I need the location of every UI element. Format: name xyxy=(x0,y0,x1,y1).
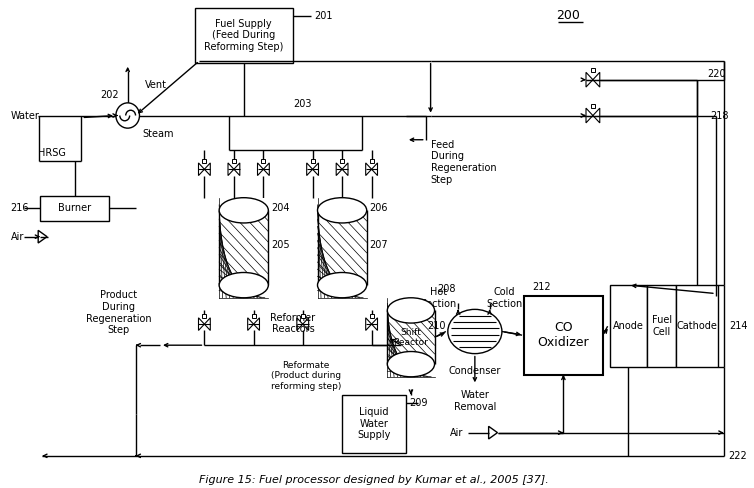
Ellipse shape xyxy=(448,309,502,354)
Text: Steam: Steam xyxy=(143,129,174,139)
Bar xyxy=(609,285,647,367)
Bar xyxy=(219,210,268,285)
Text: Water: Water xyxy=(11,110,39,121)
Bar xyxy=(219,198,268,298)
Text: 209: 209 xyxy=(409,398,428,408)
Text: Air: Air xyxy=(11,232,24,242)
Text: Fuel
Cell: Fuel Cell xyxy=(651,315,672,337)
Bar xyxy=(262,159,265,163)
Bar xyxy=(202,314,207,318)
Ellipse shape xyxy=(388,298,434,323)
Ellipse shape xyxy=(317,272,366,298)
Text: Anode: Anode xyxy=(613,321,644,331)
Bar xyxy=(591,68,595,72)
Text: Shift
Reactor: Shift Reactor xyxy=(394,327,428,347)
Text: 205: 205 xyxy=(271,240,290,250)
Text: Hot
Section: Hot Section xyxy=(420,287,457,309)
Text: 201: 201 xyxy=(314,12,333,21)
Text: Water
Removal: Water Removal xyxy=(454,390,496,412)
Bar xyxy=(40,196,109,221)
Bar xyxy=(388,298,434,377)
Bar xyxy=(202,159,207,163)
Text: Reformate
(Product during
reforming step): Reformate (Product during reforming step… xyxy=(271,361,341,391)
Text: 203: 203 xyxy=(293,99,312,109)
Text: Burner: Burner xyxy=(58,203,91,213)
Text: Cold
Section: Cold Section xyxy=(486,287,523,309)
Bar xyxy=(342,395,406,453)
Bar xyxy=(301,314,305,318)
Text: Reformer
Reactors: Reformer Reactors xyxy=(271,312,315,334)
Text: Condenser: Condenser xyxy=(449,366,501,376)
Ellipse shape xyxy=(317,198,366,223)
Bar xyxy=(232,159,236,163)
Text: 206: 206 xyxy=(369,203,388,213)
Circle shape xyxy=(116,103,139,128)
Text: Liquid
Water
Supply: Liquid Water Supply xyxy=(357,407,391,440)
Ellipse shape xyxy=(219,272,268,298)
Text: CO
Oxidizer: CO Oxidizer xyxy=(538,321,589,349)
Text: Air: Air xyxy=(450,427,464,438)
Text: 212: 212 xyxy=(532,282,550,292)
Text: Fuel Supply
(Feed During
Reforming Step): Fuel Supply (Feed During Reforming Step) xyxy=(204,19,284,52)
Bar xyxy=(340,159,344,163)
Text: 204: 204 xyxy=(271,203,290,213)
Ellipse shape xyxy=(219,198,268,223)
Text: Cathode: Cathode xyxy=(676,321,718,331)
Bar xyxy=(388,310,434,364)
Text: 222: 222 xyxy=(728,451,747,461)
Text: 210: 210 xyxy=(427,321,446,331)
Bar xyxy=(252,314,256,318)
Text: 207: 207 xyxy=(369,240,388,250)
Text: 220: 220 xyxy=(707,69,725,80)
Text: Figure 15: Fuel processor designed by Kumar et al., 2005 [37].: Figure 15: Fuel processor designed by Ku… xyxy=(199,475,548,485)
Text: Product
During
Regeneration
Step: Product During Regeneration Step xyxy=(86,290,152,335)
Text: 218: 218 xyxy=(710,110,728,121)
Bar xyxy=(195,8,293,63)
Bar xyxy=(369,314,373,318)
Text: Feed
During
Regeneration
Step: Feed During Regeneration Step xyxy=(431,140,496,184)
Bar xyxy=(317,210,366,285)
Bar xyxy=(311,159,314,163)
Text: 200: 200 xyxy=(556,9,581,22)
Text: 208: 208 xyxy=(437,285,456,294)
Bar xyxy=(317,198,366,298)
Text: Vent: Vent xyxy=(146,80,167,90)
Ellipse shape xyxy=(388,351,434,377)
Text: HRSG: HRSG xyxy=(38,148,66,159)
Text: 202: 202 xyxy=(100,90,119,101)
Bar xyxy=(524,296,602,375)
Text: 214: 214 xyxy=(730,321,748,331)
Bar xyxy=(647,285,676,367)
Bar xyxy=(369,159,373,163)
Bar xyxy=(676,285,718,367)
Bar xyxy=(591,104,595,108)
Text: 216: 216 xyxy=(11,203,29,213)
